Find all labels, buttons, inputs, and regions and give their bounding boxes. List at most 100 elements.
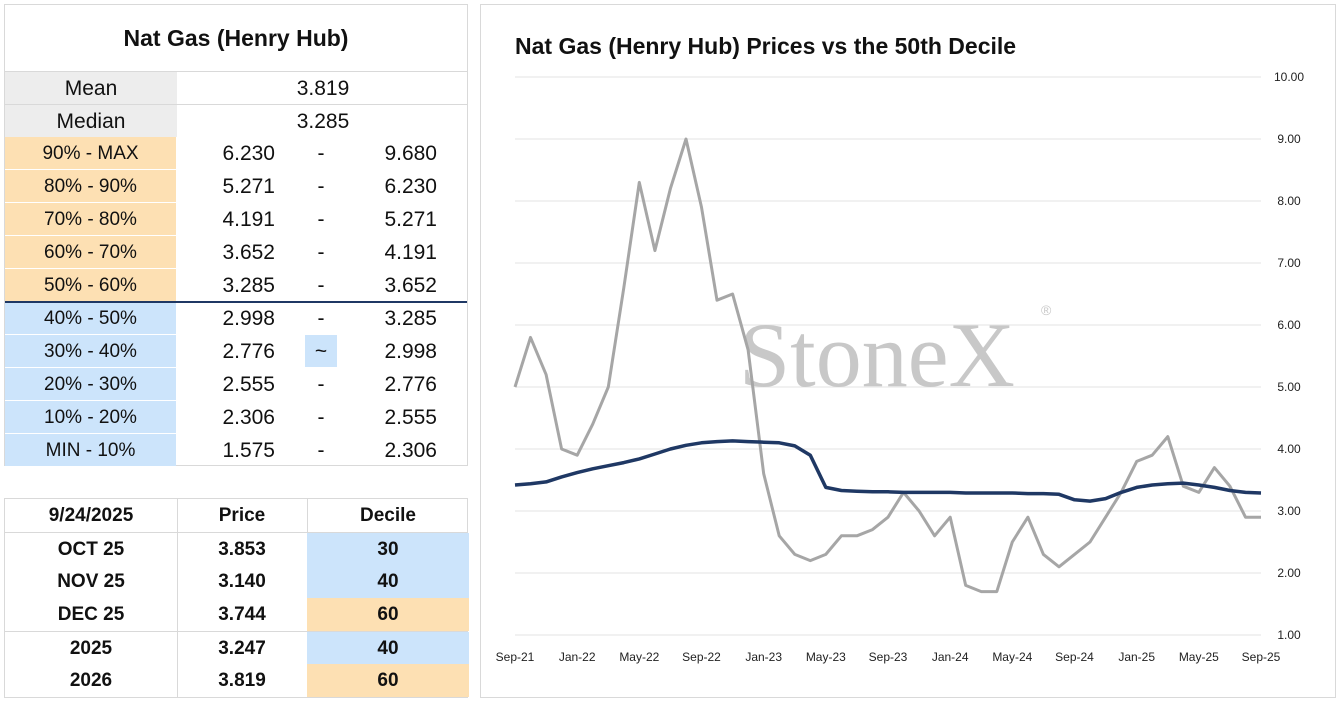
contract-price: 3.853 [177, 533, 308, 566]
x-tick-label: Sep-22 [682, 650, 721, 664]
decile-bin-separator: - [317, 241, 325, 264]
decile-bin-separator: - [317, 406, 325, 429]
contract-price: 3.819 [177, 664, 308, 697]
x-tick-label: May-23 [806, 650, 846, 664]
price-chart: StoneX ® 1.00 2.00 3.00 4.00 5.00 6.00 7.00 8.0… [496, 70, 1305, 664]
decile-bin-separator: - [317, 439, 325, 462]
decile-bin-low: 2.776 [222, 340, 275, 363]
decile-bin-low: 3.652 [222, 241, 275, 264]
x-tick-label: Jan-23 [745, 650, 782, 664]
price-table-header: 9/24/2025 Price Decile [5, 499, 467, 532]
decile-bin-row: 60% - 70% 3.652 - 4.191 [5, 236, 467, 269]
decile-bin-separator: - [317, 307, 325, 330]
decile-bin-separator: - [317, 274, 325, 297]
decile-bin-row: 80% - 90% 5.271 - 6.230 [5, 170, 467, 203]
price-line [513, 137, 1261, 594]
decile-bin-low: 2.555 [222, 373, 275, 396]
contract-price: 3.744 [177, 598, 308, 631]
decile-bin-label: 80% - 90% [5, 170, 176, 202]
decile-bin-high: 3.285 [384, 307, 437, 330]
y-tick-label: 2.00 [1277, 566, 1301, 580]
x-tick-label: Sep-23 [869, 650, 908, 664]
price-row: NOV 25 3.140 40 [5, 565, 469, 598]
decile-bin-label: 90% - MAX [5, 137, 176, 169]
price-header: Price [177, 499, 308, 532]
x-tick-label: Sep-25 [1242, 650, 1281, 664]
y-tick-label: 1.00 [1277, 628, 1301, 642]
decile-bin-high: 4.191 [384, 241, 437, 264]
contract-label: 2026 [5, 664, 178, 697]
x-tick-label: Jan-25 [1118, 650, 1155, 664]
chart-title: Nat Gas (Henry Hub) Prices vs the 50th D… [515, 33, 1017, 59]
x-tick-label: May-24 [992, 650, 1032, 664]
x-tick-label: May-22 [619, 650, 659, 664]
contract-price: 3.247 [177, 632, 308, 665]
contract-label: DEC 25 [5, 598, 178, 631]
price-row: OCT 25 3.853 30 [5, 532, 469, 566]
decile-bin-label: 40% - 50% [5, 302, 176, 334]
y-tick-label: 4.00 [1277, 442, 1301, 456]
decile-bin-row: 90% - MAX 6.230 - 9.680 [5, 137, 467, 170]
decile-bin-label: MIN - 10% [5, 434, 176, 466]
decile-bin-separator: - [317, 175, 325, 198]
contract-decile: 60 [307, 598, 469, 631]
decile-bin-low: 5.271 [222, 175, 275, 198]
y-tick-label: 9.00 [1277, 132, 1301, 146]
median-label: Median [5, 105, 177, 137]
price-row: 2025 3.247 40 [5, 631, 469, 665]
decile-bin-low: 6.230 [222, 142, 275, 165]
contract-label: NOV 25 [5, 565, 178, 598]
y-tick-label: 5.00 [1277, 380, 1301, 394]
decile-bin-high: 9.680 [384, 142, 437, 165]
price-row: DEC 25 3.744 60 [5, 598, 469, 631]
chart-panel: Nat Gas (Henry Hub) Prices vs the 50th D… [480, 4, 1336, 698]
decile-bin-low: 4.191 [222, 208, 275, 231]
y-tick-label: 6.00 [1277, 318, 1301, 332]
x-tick-label: Sep-24 [1055, 650, 1094, 664]
decile-bin-row: 50% - 60% 3.285 - 3.652 [5, 269, 467, 302]
decile-bin-row: MIN - 10% 1.575 - 2.306 [5, 434, 467, 467]
x-tick-label: Jan-24 [932, 650, 969, 664]
decile-bin-label: 30% - 40% [5, 335, 176, 367]
y-tick-label: 10.00 [1274, 70, 1304, 84]
y-tick-label: 3.00 [1277, 504, 1301, 518]
decile-table: Nat Gas (Henry Hub) Mean 3.819 Median 3.… [4, 4, 468, 466]
decile-bin-high: 5.271 [384, 208, 437, 231]
decile-header: Decile [360, 505, 416, 526]
decile-bin-label: 60% - 70% [5, 236, 176, 268]
y-tick-label: 7.00 [1277, 256, 1301, 270]
mean-label: Mean [5, 72, 177, 104]
mean-row: Mean 3.819 [5, 71, 467, 104]
decile-table-title: Nat Gas (Henry Hub) [123, 25, 349, 51]
grid-lines [515, 76, 1261, 636]
decile-bin-high: 2.306 [384, 439, 437, 462]
decile-bin-low: 2.306 [222, 406, 275, 429]
decile-bin-label: 70% - 80% [5, 203, 176, 235]
decile-bin-separator: - [317, 373, 325, 396]
decile-bin-label: 10% - 20% [5, 401, 176, 433]
decile-bin-row: 70% - 80% 4.191 - 5.271 [5, 203, 467, 236]
decile-bin-row: 10% - 20% 2.306 - 2.555 [5, 401, 467, 434]
decile-bin-high: 2.776 [384, 373, 437, 396]
decile-bin-low: 2.998 [222, 307, 275, 330]
decile-bin-row: 20% - 30% 2.555 - 2.776 [5, 368, 467, 401]
chart-series [513, 137, 1262, 594]
price-table: 9/24/2025 Price Decile OCT 25 3.853 30 NOV … [4, 498, 469, 698]
decile-bin-low: 1.575 [222, 439, 275, 462]
date-header: 9/24/2025 [5, 499, 178, 532]
watermark-registered-mark: ® [1041, 302, 1052, 318]
median-row: Median 3.285 [5, 104, 467, 137]
x-tick-label: Jan-22 [559, 650, 596, 664]
x-axis-ticks: Sep-21 Jan-22 May-22 Sep-22 Jan-23 May-23 Sep-… [496, 650, 1281, 664]
decile-bin-label: 50% - 60% [5, 269, 176, 301]
contract-decile: 40 [307, 565, 469, 598]
decile-bin-row: 30% - 40% 2.776 ~2.998 [5, 335, 467, 368]
decile-bin-high: 6.230 [384, 175, 437, 198]
y-axis-ticks: 1.00 2.00 3.00 4.00 5.00 6.00 7.00 8.00 9.00 10.0… [1274, 70, 1304, 642]
x-tick-label: Sep-21 [496, 650, 535, 664]
stonex-watermark: StoneX [739, 304, 1015, 406]
y-tick-label: 8.00 [1277, 194, 1301, 208]
contract-label: 2025 [5, 632, 178, 665]
decile-bin-separator: - [317, 142, 325, 165]
decile-bin-high: 2.555 [384, 406, 437, 429]
